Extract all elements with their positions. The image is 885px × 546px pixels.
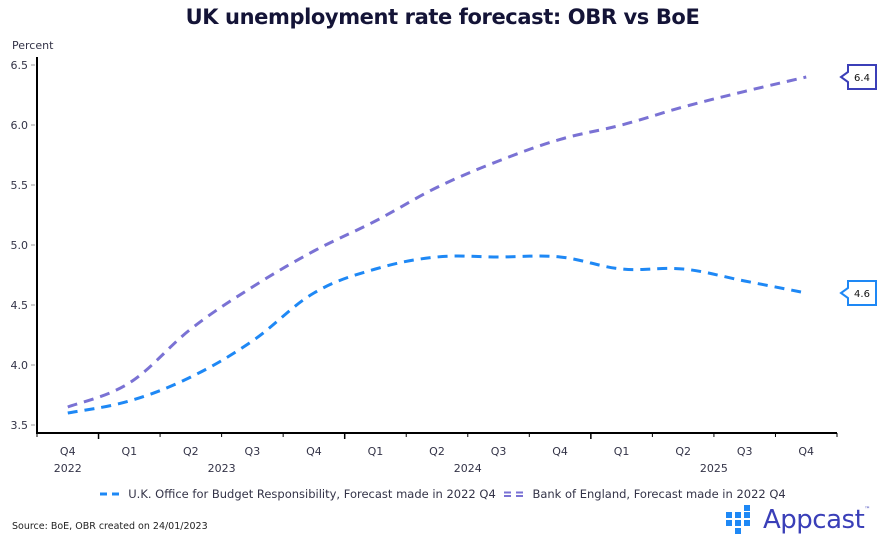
x-year-label: 2022 [54, 462, 82, 475]
appcast-logo: Appcast™ [726, 505, 870, 535]
end-label-value: 4.6 [854, 289, 870, 300]
x-tick-label: Q2 [183, 445, 199, 458]
y-tick-label: 5.0 [11, 239, 29, 252]
x-tick-label: Q2 [675, 445, 691, 458]
x-tick-label: Q4 [798, 445, 814, 458]
x-tick-label: Q2 [429, 445, 445, 458]
legend-swatch-boe [504, 491, 529, 497]
legend-label-obr: U.K. Office for Budget Responsibility, F… [128, 487, 496, 501]
y-tick-label: 3.5 [11, 419, 29, 432]
logo-wordmark: Appcast [763, 505, 865, 535]
y-tick-label: 4.5 [11, 299, 29, 312]
x-year-label: 2025 [700, 462, 728, 475]
legend-item-obr[interactable]: U.K. Office for Budget Responsibility, F… [99, 487, 496, 501]
x-tick-label: Q4 [552, 445, 568, 458]
x-tick-label: Q1 [121, 445, 137, 458]
end-label-box [839, 280, 877, 306]
y-axis-title: Percent [12, 39, 54, 52]
end-label-obr: 4.6 [839, 280, 877, 306]
end-labels: 4.6 6.4 [839, 64, 877, 306]
x-tick-label: Q3 [737, 445, 753, 458]
series-line-boe [67, 75, 807, 409]
y-tick-label: 4.0 [11, 359, 29, 372]
legend: U.K. Office for Budget Responsibility, F… [0, 487, 885, 502]
y-tick-label: 6.0 [11, 119, 29, 132]
end-label-boe: 6.4 [839, 64, 877, 90]
legend-item-boe[interactable]: Bank of England, Forecast made in 2022 Q… [503, 487, 786, 501]
series-line-obr [67, 254, 807, 415]
logo-trademark: ™ [864, 506, 870, 513]
y-axis: Percent 3.5 4.0 4.5 5.0 5.5 6.0 6.5 [11, 39, 54, 433]
logo-text: Appcast™ [763, 505, 870, 535]
source-note: Source: BoE, OBR created on 24/01/2023 [12, 521, 208, 532]
x-tick-label: Q3 [491, 445, 507, 458]
appcast-grid-icon [726, 505, 750, 534]
x-tick-label: Q4 [60, 445, 76, 458]
end-label-box [839, 64, 877, 90]
x-tick-label: Q3 [245, 445, 261, 458]
end-label-value: 6.4 [854, 73, 870, 84]
x-year-label: 2023 [208, 462, 236, 475]
x-axis: Q4 Q1 Q2 Q3 Q4 Q1 Q2 Q3 Q4 Q1 Q2 Q3 Q4 2022 2023 2024 20… [36, 432, 838, 475]
legend-swatch-obr [100, 492, 125, 496]
x-tick-label: Q1 [368, 445, 384, 458]
x-tick-label: Q4 [306, 445, 322, 458]
series-lines [67, 75, 807, 415]
x-year-label: 2024 [454, 462, 482, 475]
y-tick-label: 6.5 [11, 59, 29, 72]
chart-title: UK unemployment rate forecast: OBR vs Bo… [185, 5, 700, 29]
legend-label-boe: Bank of England, Forecast made in 2022 Q… [532, 487, 786, 501]
y-tick-label: 5.5 [11, 179, 29, 192]
x-tick-label: Q1 [614, 445, 630, 458]
